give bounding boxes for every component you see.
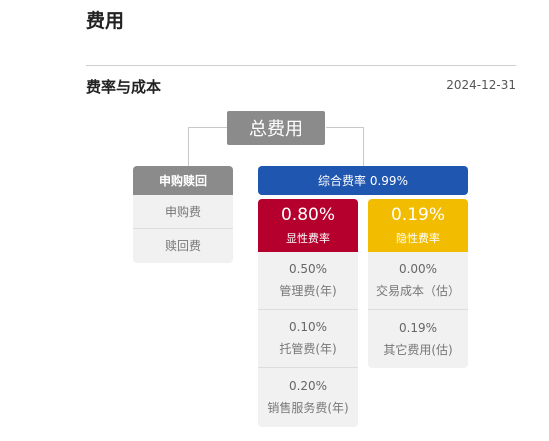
implicit-rate-label: 隐性费率 [396,231,440,245]
transaction-cost-cell: 0.00% 交易成本（估） [368,252,468,309]
other-fees-label: 其它费用(估) [383,342,453,357]
sales-service-fee-value: 0.20% [288,378,328,393]
custody-fee-label: 托管费(年) [279,342,337,356]
connector-left [188,127,227,166]
comprehensive-rate-banner: 综合费率 0.99% [258,166,468,195]
page-title: 费用 [86,10,125,32]
explicit-rate-card: 0.80% 显性费率 0.50% 管理费(年) 0.10% 托管费(年) 0.2… [258,199,358,427]
total-fee-box: 总费用 [227,111,325,145]
other-fees-value: 0.19% [398,320,438,335]
other-fees-cell: 0.19% 其它费用(估) [368,310,468,368]
custody-fee-cell: 0.10% 托管费(年) [258,310,358,367]
management-fee-value: 0.50% [288,262,328,276]
cell-separator [258,367,358,368]
custody-fee-value: 0.10% [288,320,328,334]
subscription-fee-cell: 申购费 [133,195,233,228]
connector-right [326,127,364,166]
report-date: 2024-12-31 [446,78,516,92]
implicit-rate-value: 0.19% [390,204,445,225]
purchase-redeem-card: 申购赎回 申购费 赎回费 [133,166,233,263]
subscription-fee-label: 申购费 [164,205,201,219]
cell-separator [133,228,233,229]
implicit-rate-header: 0.19% 隐性费率 [368,199,468,252]
transaction-cost-label: 交易成本（估） [375,284,460,298]
transaction-cost-value: 0.00% [398,262,438,276]
implicit-rate-card: 0.19% 隐性费率 0.00% 交易成本（估） 0.19% 其它费用(估) [368,199,468,368]
explicit-rate-header: 0.80% 显性费率 [258,199,358,252]
section-title: 费率与成本 [86,78,162,96]
redemption-fee-label: 赎回费 [164,239,201,253]
management-fee-label: 管理费(年) [279,284,337,298]
redemption-fee-cell: 赎回费 [133,229,233,262]
sales-service-fee-label: 销售服务费(年) [267,400,349,415]
explicit-rate-label: 显性费率 [286,231,330,245]
sales-service-fee-cell: 0.20% 销售服务费(年) [258,368,358,426]
cell-separator [258,309,358,310]
cell-separator [368,309,468,310]
management-fee-cell: 0.50% 管理费(年) [258,252,358,309]
divider [86,65,516,66]
explicit-rate-value: 0.80% [280,204,335,225]
purchase-redeem-header: 申购赎回 [133,166,233,195]
